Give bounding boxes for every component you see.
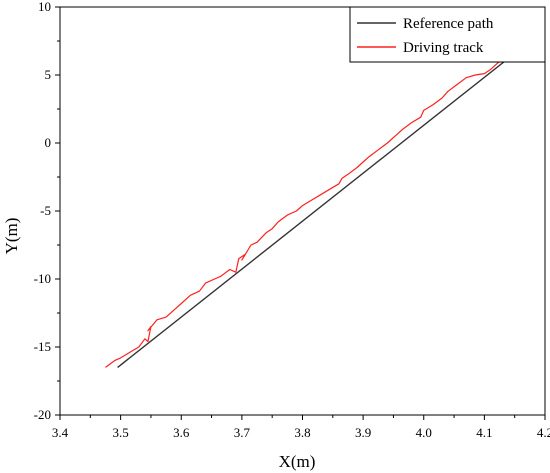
plot-area [105, 21, 540, 368]
x-tick-label: 3.8 [294, 425, 310, 440]
y-tick-label: -20 [34, 407, 51, 422]
legend-label-driving-track: Driving track [403, 40, 484, 56]
legend: Reference path Driving track [349, 6, 546, 63]
y-tick-label: -15 [34, 339, 51, 354]
x-tick-label: 4.0 [416, 425, 432, 440]
y-tick-label: 10 [38, 0, 51, 14]
x-tick-label: 3.7 [234, 425, 251, 440]
x-tick-label: 4.1 [476, 425, 492, 440]
y-tick-label: -5 [40, 203, 51, 218]
legend-box [349, 6, 546, 63]
axes: 3.4 3.5 3.6 3.7 3.8 3.9 4.0 4.1 4.2 -20 -15 -10 -5 0 5… [34, 0, 550, 440]
y-tick-label: 5 [45, 67, 52, 82]
legend-label-reference-path: Reference path [403, 16, 494, 32]
y-axis-title: Y(m) [2, 218, 21, 255]
x-tick-label: 3.6 [173, 425, 190, 440]
x-tick-label: 3.4 [52, 425, 69, 440]
y-tick-label: -10 [34, 271, 51, 286]
series-line-reference-path [117, 33, 540, 368]
series-line-driving-track [105, 21, 540, 368]
x-axis-title: X(m) [279, 452, 316, 471]
x-tick-label: 3.5 [113, 425, 129, 440]
y-tick-label: 0 [45, 135, 52, 150]
x-tick-label: 4.2 [537, 425, 550, 440]
x-tick-label: 3.9 [355, 425, 371, 440]
